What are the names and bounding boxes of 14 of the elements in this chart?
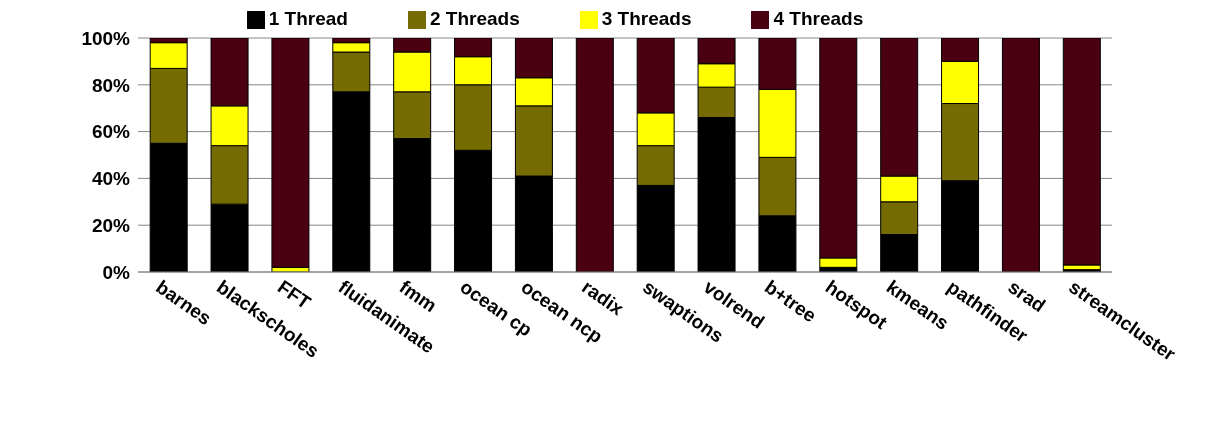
bar	[575, 38, 614, 272]
y-tick-label: 60%	[91, 121, 131, 143]
legend-label: 3 Threads	[601, 8, 692, 29]
y-tick-label: 20%	[91, 214, 131, 236]
y-tick-label: 80%	[91, 74, 131, 96]
legend-label: 2 Threads	[429, 8, 520, 29]
bar	[1001, 38, 1040, 272]
y-tick-label: 100%	[81, 27, 131, 49]
y-tick-label: 0%	[102, 261, 131, 283]
legend-label: 1 Thread	[268, 8, 348, 29]
bar	[1062, 38, 1101, 266]
bar	[271, 38, 310, 268]
y-tick-label: 40%	[91, 168, 131, 190]
legend-label: 4 Threads	[773, 8, 864, 29]
